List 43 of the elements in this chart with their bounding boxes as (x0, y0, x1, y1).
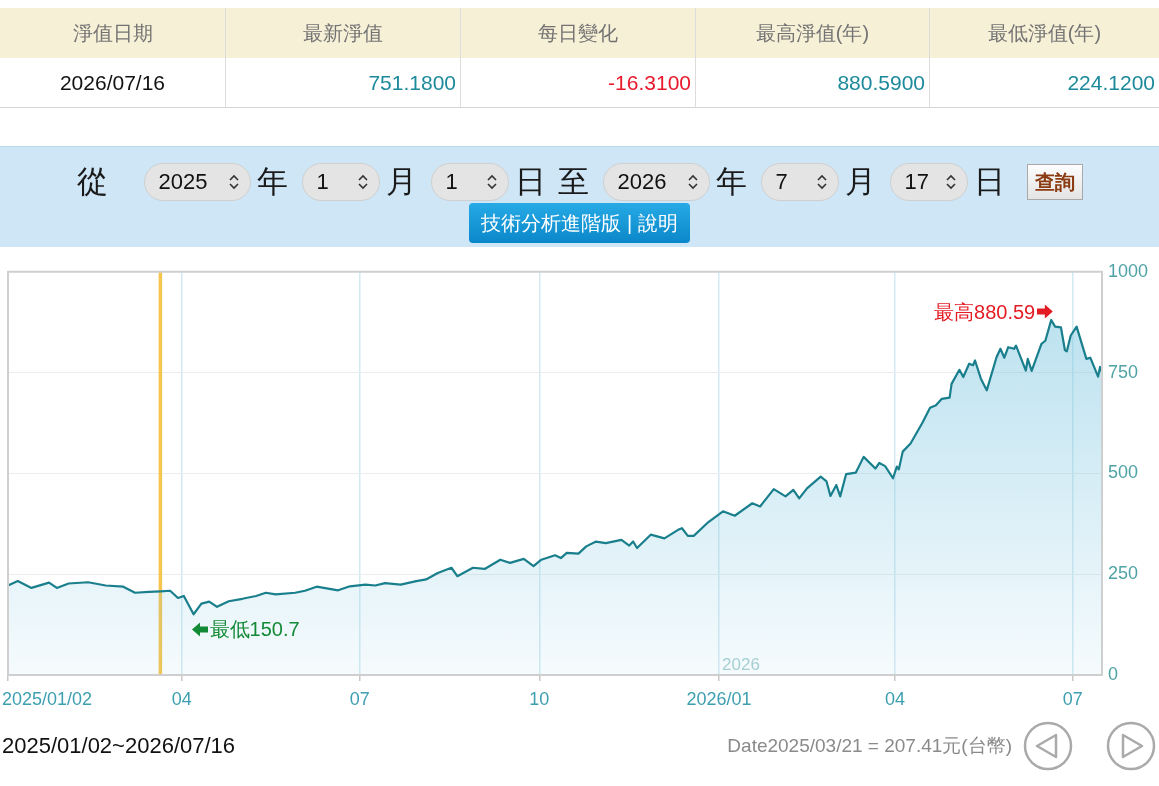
dropdown: 1 (301, 163, 380, 201)
text: -16.3100 (608, 70, 691, 95)
x-tick-label: 07 (349, 688, 370, 709)
button: 技術分析進階版 | 說明 (469, 203, 690, 243)
x-tick-label: 04 (884, 688, 905, 709)
dropdown: 1 (430, 163, 509, 201)
category-label: 每日變化 (538, 20, 618, 46)
text: 224.1200 (1067, 70, 1155, 95)
y-tick-label: 0 (1108, 663, 1119, 684)
x-tick-label: 2026/01 (686, 688, 752, 709)
y-tick-label: 500 (1108, 462, 1139, 483)
dropdown: 7 (760, 163, 839, 201)
text: 751.1800 (368, 70, 456, 95)
y-tick-label: 1000 (1108, 260, 1149, 281)
text: 日 (973, 164, 1005, 199)
text: 年 (256, 164, 288, 199)
category-label: 最新淨值 (303, 20, 383, 46)
annotation: 2026 (722, 655, 760, 674)
x-tick-label: 10 (529, 688, 550, 709)
dropdown: 2025 (143, 163, 251, 201)
category-label: 最低淨值(年) (987, 20, 1102, 46)
annotation: 最低150.7 (209, 616, 300, 642)
text: 年 (715, 164, 747, 199)
category-label: 最高淨值(年) (755, 20, 870, 46)
x-tick-label: 2025/01/02 (2, 688, 93, 709)
button: 查詢 (1026, 164, 1083, 200)
text: Date2025/03/21 = 207.41元(台幣) (727, 735, 1012, 756)
x-tick-label: 07 (1062, 688, 1083, 709)
y-tick-label: 750 (1108, 361, 1139, 382)
annotation: 最高880.59 (934, 299, 1036, 325)
text: 月 (385, 164, 417, 199)
text: 從 (76, 164, 108, 199)
dropdown: 2026 (602, 163, 710, 201)
text: 至 (557, 164, 589, 199)
x-tick-label: 04 (171, 688, 192, 709)
text: 日 (514, 164, 546, 199)
dropdown: 17 (889, 163, 968, 201)
y-tick-label: 250 (1108, 563, 1139, 584)
text: 月 (844, 164, 876, 199)
category-label: 淨值日期 (72, 20, 153, 46)
text: 880.5900 (837, 70, 925, 95)
text: 2026/07/16 (59, 70, 166, 95)
text: 2025/01/02~2026/07/16 (2, 733, 236, 758)
